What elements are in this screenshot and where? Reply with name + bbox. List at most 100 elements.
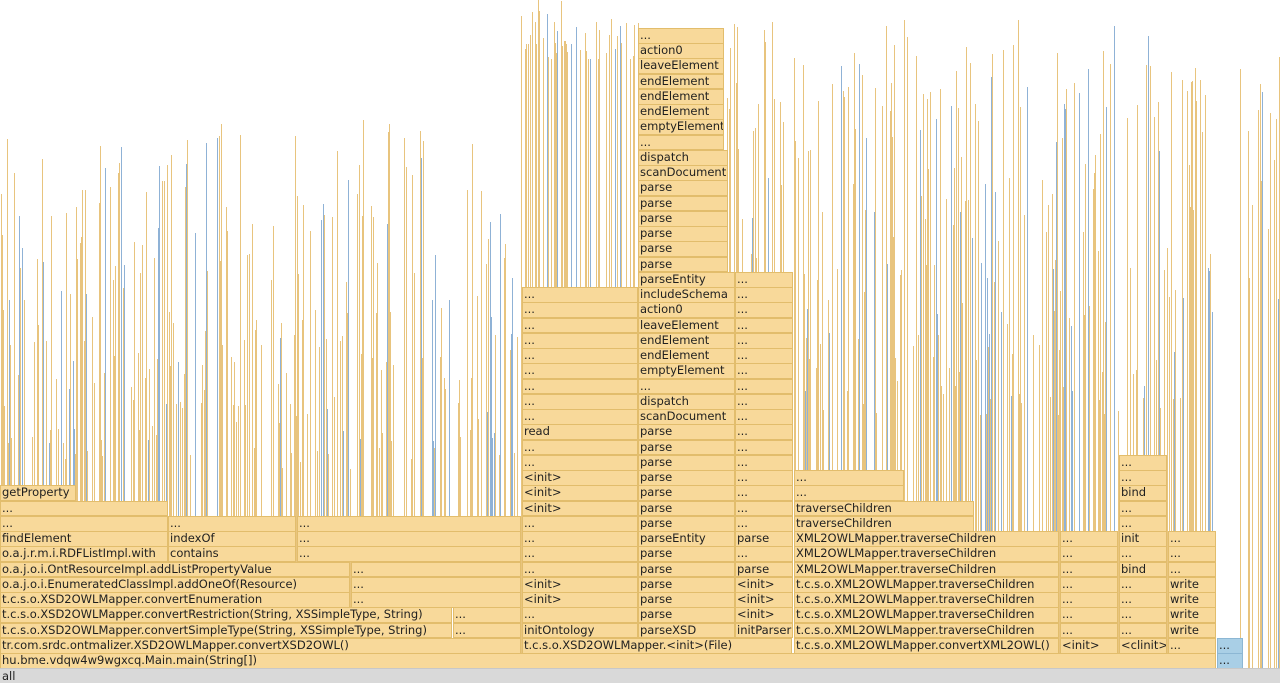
stack-frame[interactable]: XML2OWLMapper.traverseChildren [794,561,1059,578]
stack-frame[interactable]: ... [735,287,793,303]
stack-frame[interactable]: ... [1060,546,1118,562]
stack-frame[interactable]: ... [735,546,793,562]
stack-frame[interactable]: t.c.s.o.XSD2OWLMapper.convertEnumeration [0,592,350,608]
stack-frame[interactable]: initParser [735,622,793,639]
stack-frame[interactable]: ... [168,515,296,532]
stack-frame[interactable]: ... [794,470,904,486]
stack-frame[interactable]: ... [735,439,793,456]
stack-frame[interactable]: parse [638,576,735,593]
stack-frame[interactable]: ... [638,134,724,151]
stack-frame[interactable]: o.a.j.o.i.EnumeratedClassImpl.addOneOf(R… [0,576,350,593]
stack-frame[interactable]: t.c.s.o.XML2OWLMapper.traverseChildren [794,607,1059,623]
stack-frame[interactable]: emptyElement [638,119,724,135]
stack-frame[interactable]: ... [1119,500,1167,517]
stack-frame[interactable]: ... [522,393,638,410]
stack-frame[interactable]: contains [168,546,296,562]
stack-frame[interactable]: parseEntity [638,271,735,288]
stack-frame[interactable]: ... [522,439,638,456]
stack-frame[interactable]: ... [351,576,521,593]
stack-frame[interactable]: includeSchema [638,287,735,303]
stack-frame[interactable]: parse [638,241,728,257]
stack-frame[interactable]: ... [1119,546,1167,562]
stack-frame[interactable]: ... [735,332,793,349]
stack-frame[interactable]: ... [1168,637,1216,654]
stack-frame[interactable]: ... [1119,622,1167,639]
stack-frame[interactable]: parse [638,485,735,501]
stack-frame[interactable]: endElement [638,332,735,349]
stack-frame[interactable]: t.c.s.o.XSD2OWLMapper.convertRestriction… [0,607,452,623]
stack-frame[interactable]: ... [794,485,904,501]
stack-frame[interactable]: ... [1217,637,1243,654]
stack-frame[interactable]: <init> [522,592,638,608]
stack-frame[interactable]: ... [1119,607,1167,623]
stack-frame[interactable]: ... [1060,607,1118,623]
stack-frame[interactable]: ... [735,470,793,486]
stack-frame[interactable]: parse [638,424,735,440]
stack-frame[interactable]: ... [735,317,793,334]
stack-frame[interactable]: ... [735,515,793,532]
stack-frame[interactable]: ... [453,622,521,639]
stack-frame[interactable]: ... [522,454,638,471]
stack-frame[interactable]: write [1168,592,1216,608]
stack-frame[interactable]: parse [638,500,735,517]
stack-frame[interactable]: initOntology [522,622,638,639]
stack-frame[interactable]: <init> [522,500,638,517]
stack-frame[interactable]: ... [522,363,638,379]
stack-frame[interactable]: <init> [735,607,793,623]
stack-frame[interactable]: ... [1168,561,1216,578]
stack-frame[interactable]: read [522,424,638,440]
stack-frame[interactable]: dispatch [638,393,735,410]
stack-frame[interactable]: ... [0,515,168,532]
stack-frame[interactable]: t.c.s.o.XSD2OWLMapper.<init>(File) [522,637,792,654]
stack-frame[interactable]: t.c.s.o.XML2OWLMapper.traverseChildren [794,576,1059,593]
stack-frame[interactable]: o.a.j.r.m.i.RDFListImpl.with [0,546,168,562]
stack-frame[interactable]: traverseChildren [794,515,974,532]
stack-frame[interactable]: dispatch [638,149,728,166]
stack-frame[interactable]: parse [638,439,735,456]
stack-frame[interactable]: XML2OWLMapper.traverseChildren [794,531,1059,547]
stack-frame[interactable]: ... [522,302,638,318]
stack-frame[interactable]: <init> [735,592,793,608]
stack-frame[interactable]: scanDocument [638,165,728,181]
stack-frame[interactable]: o.a.j.o.i.OntResourceImpl.addListPropert… [0,561,350,578]
stack-frame[interactable]: bind [1119,561,1167,578]
stack-frame[interactable]: ... [0,500,168,517]
stack-frame[interactable]: action0 [638,302,735,318]
stack-frame[interactable]: parse [638,195,728,212]
stack-frame[interactable]: parse [638,515,735,532]
stack-frame[interactable]: parseEntity [638,531,735,547]
stack-frame[interactable]: emptyElement [638,363,735,379]
stack-frame[interactable]: ... [1168,546,1216,562]
stack-frame[interactable]: ... [735,271,793,288]
stack-frame[interactable]: ... [1119,470,1167,486]
stack-frame[interactable]: ... [1119,515,1167,532]
stack-frame[interactable]: ... [1060,592,1118,608]
stack-frame[interactable]: write [1168,607,1216,623]
stack-frame[interactable]: getProperty [0,485,76,501]
stack-frame[interactable]: ... [1168,531,1216,547]
stack-frame[interactable]: XML2OWLMapper.traverseChildren [794,546,1059,562]
stack-frame[interactable]: endElement [638,348,735,364]
stack-frame[interactable]: ... [735,302,793,318]
stack-frame[interactable]: ... [1119,454,1167,471]
root-frame-all[interactable]: all [0,668,1280,683]
stack-frame[interactable]: ... [522,287,638,303]
stack-frame[interactable]: parse [638,180,728,196]
stack-frame[interactable]: <clinit> [1119,637,1167,654]
stack-frame[interactable]: ... [1119,592,1167,608]
stack-frame[interactable]: parse [638,561,735,578]
stack-frame[interactable]: ... [735,500,793,517]
stack-frame[interactable]: traverseChildren [794,500,974,517]
stack-frame[interactable]: parse [638,470,735,486]
stack-frame[interactable]: scanDocument [638,409,735,425]
stack-frame[interactable]: endElement [638,104,724,120]
stack-frame[interactable]: ... [453,607,521,623]
stack-frame[interactable]: t.c.s.o.XSD2OWLMapper.convertSimpleType(… [0,622,452,639]
stack-frame[interactable]: ... [1217,653,1243,669]
stack-frame[interactable]: ... [522,348,638,364]
stack-frame[interactable]: ... [735,409,793,425]
stack-frame[interactable]: parse [638,454,735,471]
stack-frame[interactable]: parse [638,210,728,227]
stack-frame[interactable]: write [1168,622,1216,639]
stack-frame[interactable]: ... [522,317,638,334]
